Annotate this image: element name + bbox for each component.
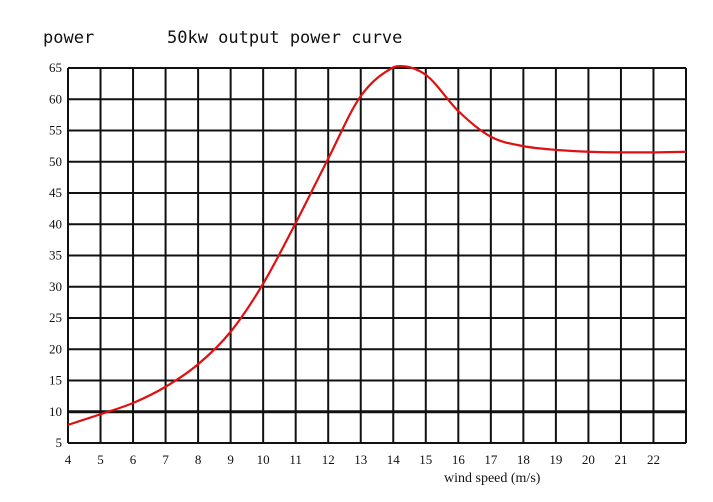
x-tick-label: 12 <box>322 452 335 467</box>
y-tick-label: 40 <box>49 216 62 231</box>
x-tick-label: 20 <box>582 452 595 467</box>
x-tick-label: 5 <box>97 452 104 467</box>
y-tick-label: 15 <box>49 373 62 388</box>
y-tick-label: 45 <box>49 185 62 200</box>
x-tick-label: 14 <box>387 452 401 467</box>
x-tick-label: 8 <box>195 452 202 467</box>
y-tick-label: 35 <box>49 248 62 263</box>
y-tick-label: 50 <box>49 154 62 169</box>
x-tick-label: 10 <box>257 452 270 467</box>
x-tick-label: 15 <box>419 452 432 467</box>
y-tick-label: 60 <box>49 91 62 106</box>
x-tick-label: 22 <box>647 452 660 467</box>
x-tick-label: 6 <box>130 452 137 467</box>
x-tick-label: 7 <box>162 452 169 467</box>
y-tick-label: 10 <box>49 404 62 419</box>
x-axis-title: wind speed (m/s) <box>444 471 541 486</box>
x-tick-label: 4 <box>65 452 72 467</box>
x-tick-label: 13 <box>354 452 367 467</box>
power-curve-line <box>67 65 687 426</box>
x-tick-label: 9 <box>227 452 234 467</box>
y-tick-labels: 65 60 55 50 45 40 35 30 25 20 15 10 5 <box>49 60 62 450</box>
y-tick-label: 55 <box>49 123 62 138</box>
series-lines <box>67 65 687 426</box>
y-tick-label: 25 <box>49 310 62 325</box>
x-tick-label: 17 <box>484 452 498 467</box>
x-tick-label: 16 <box>452 452 466 467</box>
y-tick-label: 30 <box>49 279 62 294</box>
x-tick-label: 11 <box>289 452 302 467</box>
y-axis-title: power <box>43 28 94 48</box>
x-tick-label: 19 <box>549 452 562 467</box>
chart-grid <box>67 67 687 444</box>
x-tick-label: 21 <box>614 452 627 467</box>
x-tick-labels: 4 5 6 7 8 9 10 11 12 13 14 15 16 17 18 19 20 21 22 <box>65 452 660 467</box>
chart-title: 50kw output power curve <box>167 28 402 48</box>
y-tick-label: 5 <box>56 435 63 450</box>
y-tick-label: 20 <box>49 341 62 356</box>
x-tick-label: 18 <box>517 452 530 467</box>
y-tick-label: 65 <box>49 60 62 75</box>
